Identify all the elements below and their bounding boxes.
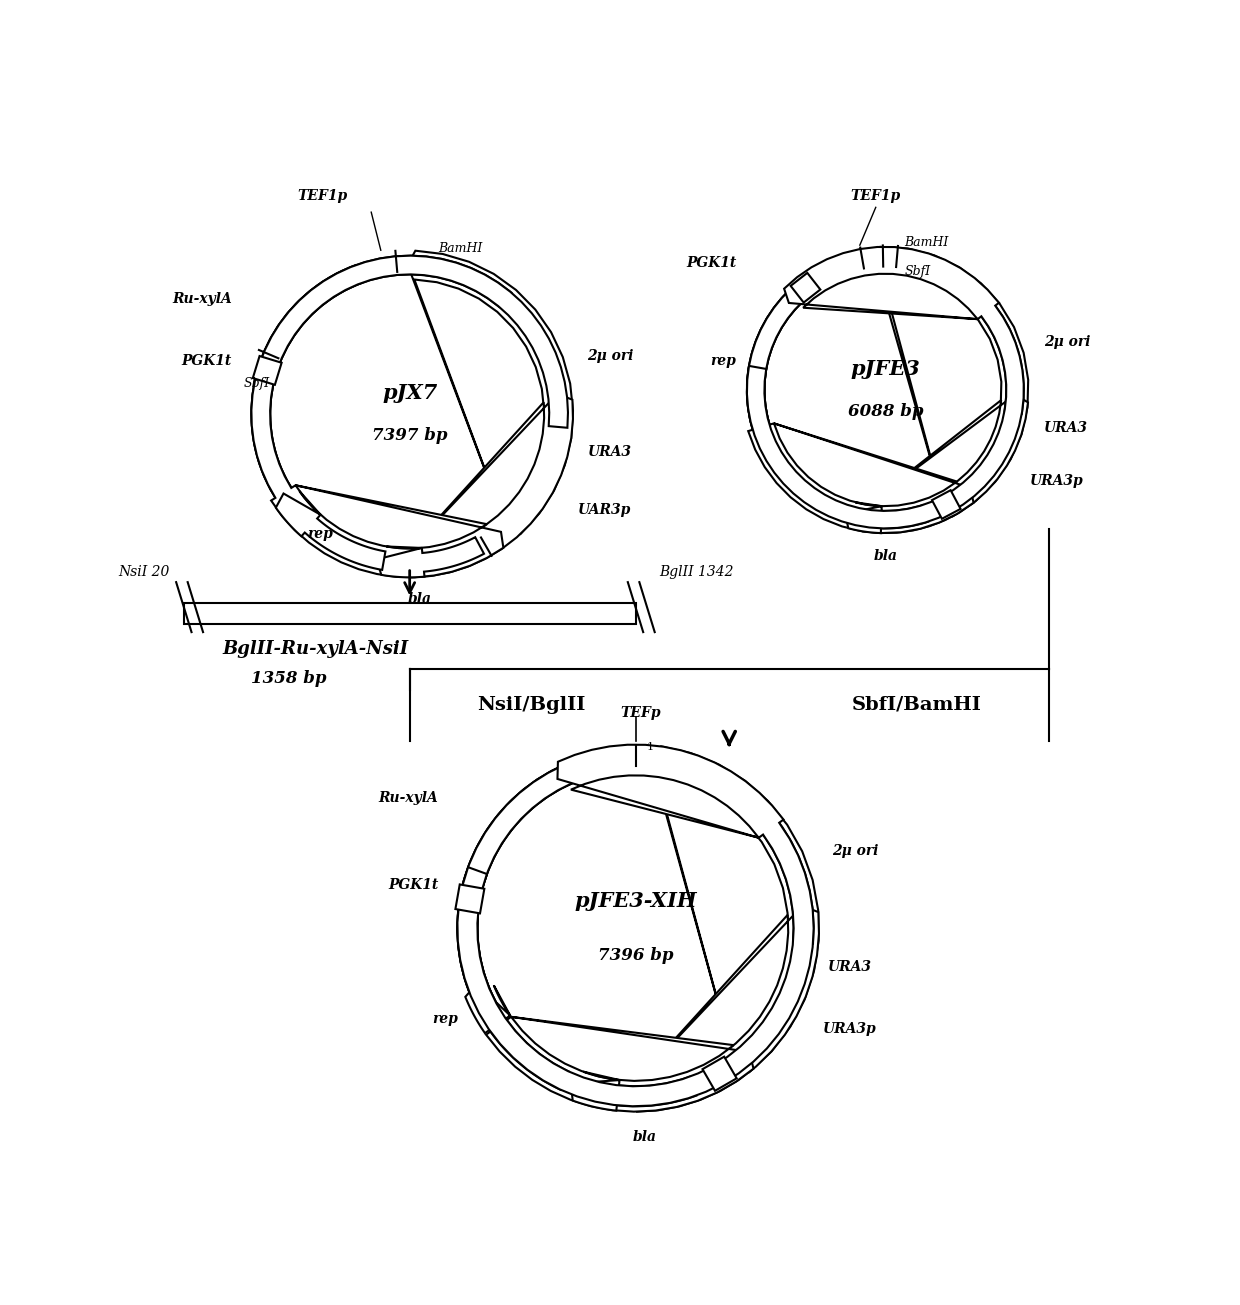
Polygon shape [455,885,485,914]
Text: pJFE3: pJFE3 [851,359,920,378]
Text: URA3: URA3 [828,959,872,974]
Text: SbfI/BamHI: SbfI/BamHI [852,696,982,714]
Text: UAR3p: UAR3p [578,502,631,517]
Polygon shape [746,252,1024,532]
Polygon shape [252,256,568,577]
Text: 1: 1 [646,743,653,752]
Text: URA3: URA3 [588,445,631,459]
Text: SbfI: SbfI [905,265,931,278]
Text: pJFE3-XIH: pJFE3-XIH [574,891,697,911]
Text: Ru-xylA: Ru-xylA [172,291,232,305]
Text: URA3: URA3 [1044,422,1087,436]
Text: 1358 bp: 1358 bp [250,669,326,686]
Text: SbfI: SbfI [244,377,270,390]
Text: PGK1t: PGK1t [388,878,439,891]
Text: TEF1p: TEF1p [851,188,901,202]
Text: bla: bla [407,591,432,606]
Text: 2μ ori: 2μ ori [588,350,634,363]
Polygon shape [252,256,573,577]
Polygon shape [275,491,386,570]
Polygon shape [746,247,1028,529]
Polygon shape [458,745,813,1107]
Polygon shape [458,750,813,1112]
Text: TEF1p: TEF1p [296,188,347,202]
Polygon shape [703,1057,737,1091]
Polygon shape [791,273,821,303]
Polygon shape [377,538,484,577]
Text: TEFp: TEFp [620,706,661,719]
Polygon shape [570,1071,697,1111]
Text: Ru-xylA: Ru-xylA [378,791,439,805]
Text: PGK1t: PGK1t [686,256,737,270]
Text: rep: rep [711,354,737,368]
Text: 6088 bp: 6088 bp [848,402,923,420]
Polygon shape [846,502,929,532]
Text: rep: rep [432,1013,458,1027]
Bar [184,603,635,624]
Polygon shape [458,746,818,1107]
Text: pJX7: pJX7 [382,382,438,403]
Text: 2μ ori: 2μ ori [832,844,879,859]
Text: bla: bla [634,1130,657,1144]
Text: URA3p: URA3p [823,1022,877,1036]
Text: URA3p: URA3p [1029,474,1084,488]
Text: PGK1t: PGK1t [181,354,232,368]
Text: NsiI 20: NsiI 20 [118,565,170,579]
Text: BamHI: BamHI [439,243,482,256]
Text: 7397 bp: 7397 bp [372,427,448,444]
Text: NsiI/BglII: NsiI/BglII [477,696,585,714]
Text: BamHI: BamHI [905,236,949,249]
Text: BglII-Ru-xylA-NsiI: BglII-Ru-xylA-NsiI [222,639,408,658]
Polygon shape [465,984,569,1090]
Text: 2μ ori: 2μ ori [1044,335,1090,348]
Text: rep: rep [308,527,332,542]
Polygon shape [932,491,961,519]
Text: BglII 1342: BglII 1342 [660,565,734,579]
Polygon shape [746,252,1028,532]
Polygon shape [252,251,573,573]
Polygon shape [746,247,1024,529]
Text: bla: bla [873,548,898,562]
Polygon shape [253,356,281,385]
Text: 7396 bp: 7396 bp [598,946,673,963]
Polygon shape [458,750,818,1112]
